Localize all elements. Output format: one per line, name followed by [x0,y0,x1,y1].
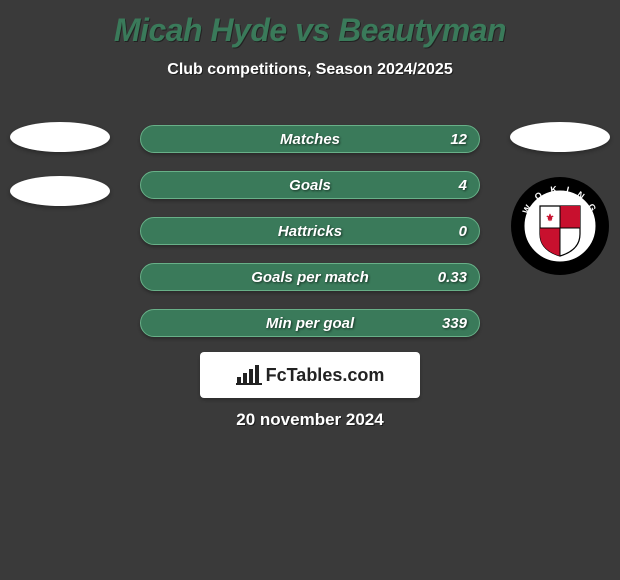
club-badge-woking: W O K I N G ⚜ ⚜ [510,176,610,276]
stat-label: Min per goal [266,315,354,332]
left-player-badges [10,122,110,230]
date-line: 20 november 2024 [0,410,620,430]
stat-rows: Matches 12 Goals 4 Hattricks 0 Goals per match… [140,125,480,355]
stat-row: Matches 12 [140,125,480,153]
bar-chart-icon [236,365,262,385]
stat-label: Hattricks [278,223,342,240]
stat-label: Goals per match [251,269,369,286]
stat-value-right: 4 [459,177,467,194]
stat-row: Min per goal 339 [140,309,480,337]
page-title: Micah Hyde vs Beautyman [0,0,620,49]
stat-row: Goals 4 [140,171,480,199]
placeholder-ellipse [10,122,110,152]
stat-value-right: 0.33 [438,269,467,286]
stat-label: Goals [289,177,331,194]
right-player-badges: W O K I N G ⚜ ⚜ [510,122,610,276]
svg-text:⚜: ⚜ [566,238,575,249]
svg-text:⚜: ⚜ [546,213,555,224]
stat-label: Matches [280,131,340,148]
site-label: FcTables.com [266,365,385,386]
stat-row: Goals per match 0.33 [140,263,480,291]
site-badge: FcTables.com [200,352,420,398]
stat-row: Hattricks 0 [140,217,480,245]
placeholder-ellipse [510,122,610,152]
stat-value-right: 12 [450,131,467,148]
subtitle: Club competitions, Season 2024/2025 [0,61,620,79]
stat-value-right: 0 [459,223,467,240]
stat-value-right: 339 [442,315,467,332]
placeholder-ellipse [10,176,110,206]
